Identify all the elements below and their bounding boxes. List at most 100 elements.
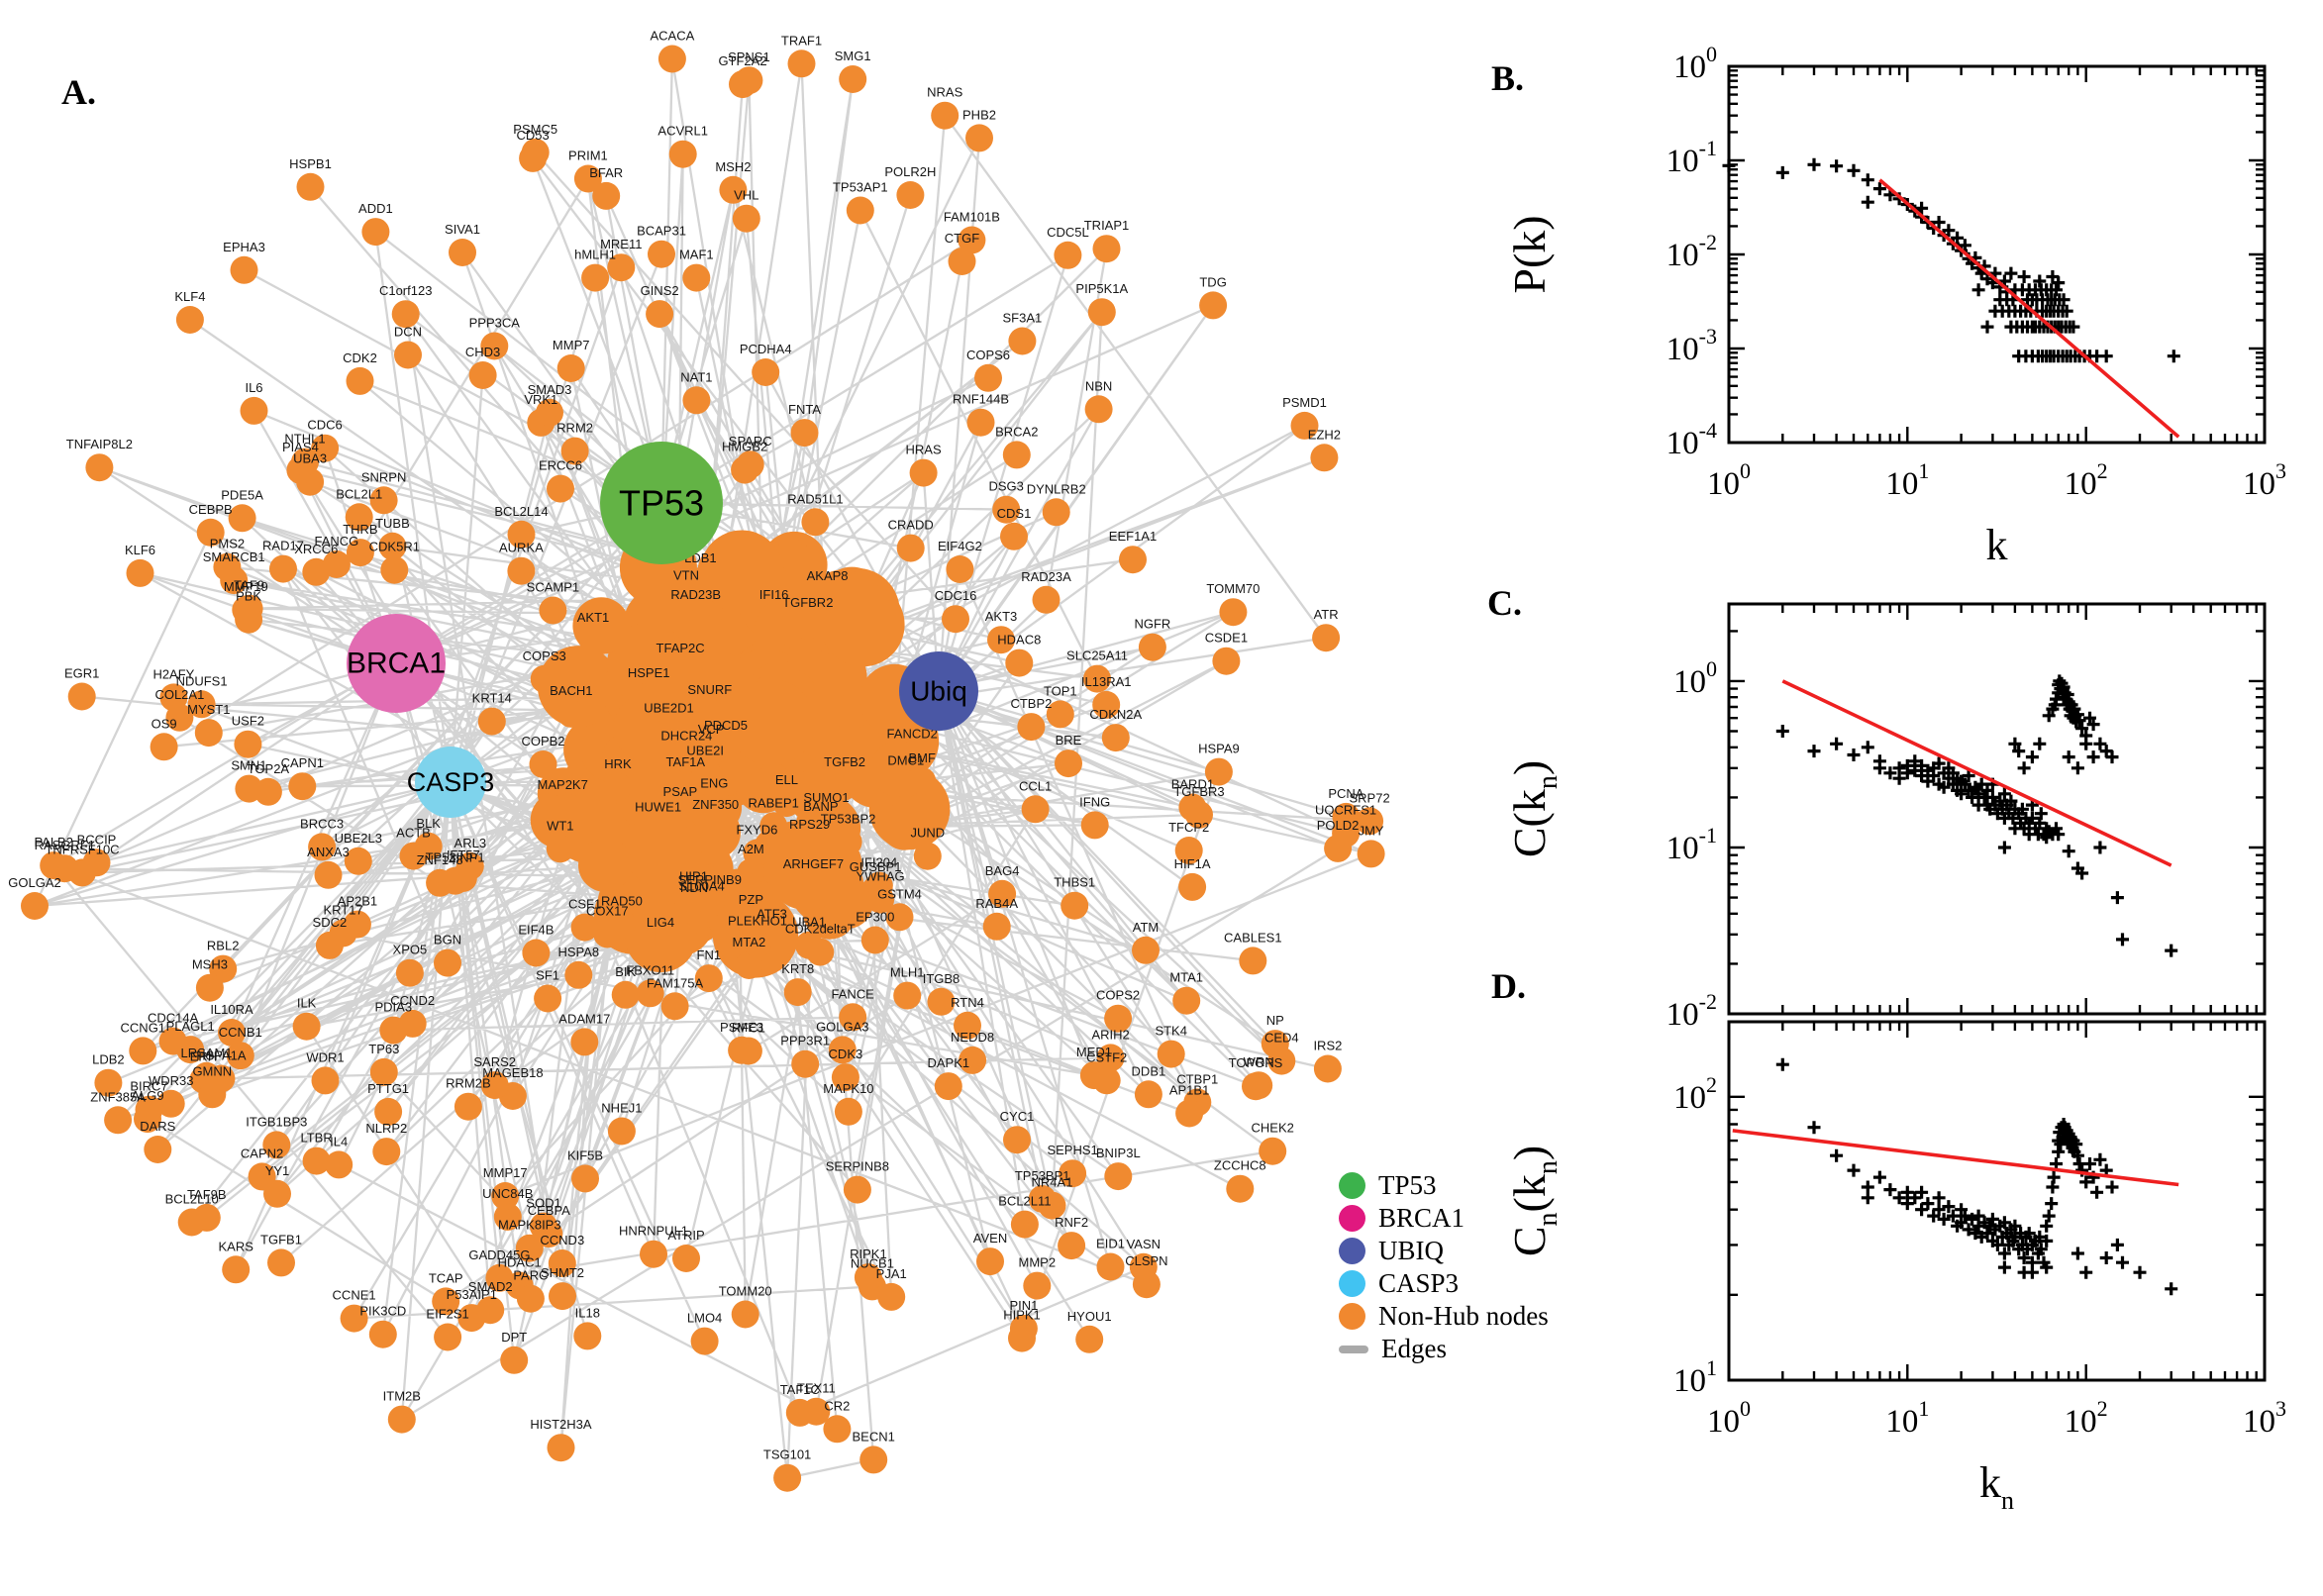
- svg-text:TOP1: TOP1: [1044, 683, 1077, 698]
- svg-text:VCP: VCP: [698, 722, 725, 737]
- svg-text:TDG: TDG: [1199, 274, 1226, 289]
- legend: TP53 BRCA1 UBIQ CASP3 Non-Hub nodes Edges: [1339, 1169, 1549, 1365]
- network-node: [308, 833, 337, 861]
- network-node: [67, 682, 96, 711]
- svg-text:DAPK1: DAPK1: [927, 1055, 969, 1070]
- svg-text:CSDE1: CSDE1: [1205, 631, 1248, 646]
- svg-text:SPARC: SPARC: [729, 434, 772, 449]
- svg-text:POLD2: POLD2: [1317, 818, 1360, 833]
- svg-text:CDK5R1: CDK5R1: [369, 540, 420, 554]
- y-axis-title: P(k): [1504, 215, 1555, 293]
- network-node: [302, 1147, 331, 1175]
- tick-label: 102: [2065, 458, 2108, 502]
- network-node: [288, 772, 317, 801]
- legend-item-casp3: CASP3: [1339, 1267, 1549, 1300]
- svg-text:RAD51L1: RAD51L1: [787, 491, 843, 506]
- network-node: [791, 1049, 820, 1078]
- svg-text:RRM2: RRM2: [556, 421, 593, 436]
- svg-text:EZH2: EZH2: [1308, 427, 1341, 442]
- svg-text:RPS29: RPS29: [789, 817, 830, 832]
- svg-text:ARIH2: ARIH2: [1091, 1027, 1129, 1042]
- svg-text:CDK2: CDK2: [343, 350, 377, 365]
- network-node: [1021, 795, 1050, 824]
- svg-text:SLC25A11: SLC25A11: [1066, 648, 1128, 663]
- svg-text:ERH: ERH: [190, 1049, 217, 1064]
- brca1-node-icon: [1339, 1205, 1365, 1232]
- hub-node-ubiq: [899, 651, 978, 731]
- network-node: [222, 1255, 251, 1284]
- svg-text:CDC16: CDC16: [935, 588, 977, 603]
- svg-text:USF2: USF2: [232, 714, 264, 729]
- network-node: [701, 813, 730, 842]
- svg-text:CAPN2: CAPN2: [241, 1146, 283, 1160]
- svg-text:PZP: PZP: [739, 892, 763, 907]
- svg-text:BCL2L11: BCL2L11: [998, 1194, 1051, 1209]
- svg-text:BRCC3: BRCC3: [300, 816, 344, 831]
- svg-text:PSMD1: PSMD1: [1282, 395, 1327, 410]
- svg-text:SMAD3: SMAD3: [528, 382, 572, 397]
- svg-text:EGR1: EGR1: [64, 666, 99, 681]
- svg-text:GOLGA2: GOLGA2: [8, 875, 60, 890]
- svg-text:ENG: ENG: [700, 776, 728, 791]
- svg-text:KIF5B: KIF5B: [567, 1147, 603, 1162]
- svg-text:BACH1: BACH1: [550, 683, 592, 698]
- network-node: [85, 453, 114, 482]
- network-node: [1084, 395, 1113, 424]
- svg-text:PRIM1: PRIM1: [568, 149, 608, 163]
- svg-text:BANP: BANP: [803, 799, 838, 814]
- svg-text:SEPHS1: SEPHS1: [1047, 1143, 1097, 1157]
- svg-text:COPB2: COPB2: [521, 734, 564, 748]
- svg-text:NAT1: NAT1: [680, 369, 712, 384]
- network-node: [987, 626, 1015, 654]
- network-node: [414, 832, 443, 860]
- network-node: [361, 218, 390, 247]
- network-node: [854, 1263, 882, 1292]
- network-node: [799, 873, 828, 902]
- network-node: [793, 611, 822, 640]
- svg-text:HUWE1: HUWE1: [635, 799, 681, 814]
- network-node: [908, 766, 937, 795]
- svg-text:BCCIP: BCCIP: [77, 832, 117, 847]
- svg-text:CD53: CD53: [516, 128, 549, 143]
- network-node: [1172, 986, 1201, 1015]
- network-node: [1002, 441, 1031, 469]
- svg-text:PARC: PARC: [513, 1268, 548, 1283]
- svg-text:BCL2L10: BCL2L10: [165, 1192, 219, 1207]
- network-node: [570, 1028, 599, 1056]
- network-node: [296, 172, 325, 201]
- svg-text:COL2A1: COL2A1: [154, 687, 204, 702]
- svg-text:DHCR24: DHCR24: [660, 729, 712, 744]
- svg-text:BIK: BIK: [615, 964, 636, 979]
- network-node: [126, 558, 154, 587]
- network-node: [507, 520, 536, 549]
- network-node: [548, 1249, 576, 1277]
- tick-label: 101: [1673, 1355, 1717, 1399]
- legend-item-ubiq: UBIQ: [1339, 1235, 1549, 1267]
- network-node: [988, 879, 1017, 908]
- network-node: [700, 792, 729, 821]
- network-node: [948, 248, 976, 275]
- network-node: [1008, 1324, 1036, 1352]
- svg-text:BGN: BGN: [434, 933, 461, 948]
- fit-line: [1878, 178, 2180, 439]
- network-canvas: USF2 CDC6 COPS6 COPS2 SNRPN BCCIP CCNB1 CDK3 CCN…: [8, 29, 1390, 1492]
- svg-text:MYST1: MYST1: [187, 702, 230, 717]
- network-node: [682, 263, 711, 292]
- plot-frame: [1727, 64, 2267, 445]
- network-node: [860, 926, 889, 954]
- svg-text:FNTA: FNTA: [788, 402, 821, 417]
- network-node: [1132, 936, 1160, 964]
- network-node: [735, 951, 763, 979]
- svg-text:IRS2: IRS2: [1313, 1039, 1342, 1053]
- svg-text:PPP3CA: PPP3CA: [469, 316, 521, 331]
- network-node: [640, 1240, 667, 1268]
- svg-text:TP53INP1: TP53INP1: [426, 850, 485, 865]
- svg-text:CRADD: CRADD: [888, 518, 934, 533]
- network-node: [946, 555, 974, 583]
- svg-text:MAF1: MAF1: [679, 248, 714, 262]
- svg-text:SNRPN: SNRPN: [361, 469, 407, 484]
- svg-text:VHL: VHL: [734, 188, 758, 203]
- svg-text:THRB: THRB: [343, 522, 377, 537]
- network-node: [735, 66, 763, 95]
- network-node-labels: USF2 CDC6 COPS6 COPS2 SNRPN BCCIP CCNB1 CDK3 CCN…: [8, 29, 1389, 1462]
